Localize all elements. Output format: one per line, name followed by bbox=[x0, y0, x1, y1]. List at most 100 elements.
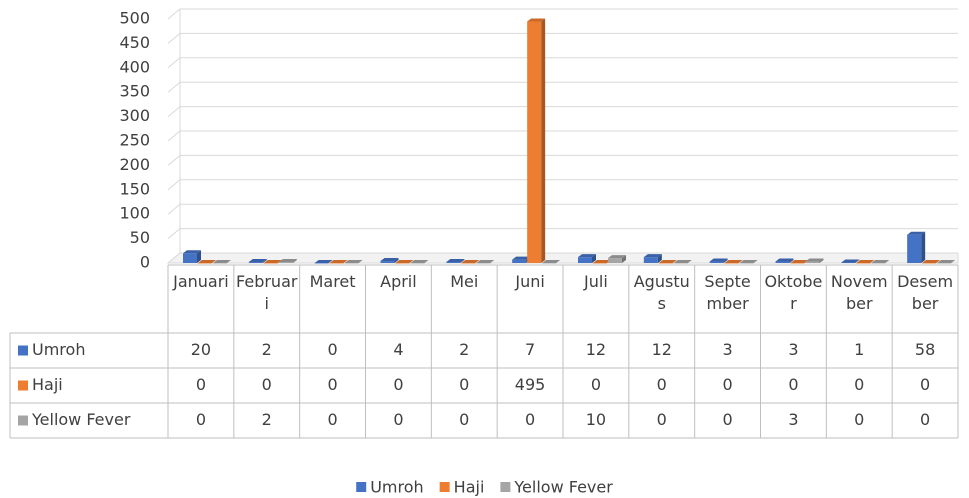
bar-front bbox=[380, 261, 395, 263]
bar bbox=[395, 260, 414, 264]
bar-front bbox=[183, 253, 197, 263]
grid-line bbox=[167, 130, 958, 142]
bar-front bbox=[578, 257, 592, 263]
table-legend-key bbox=[18, 345, 28, 356]
bar-side bbox=[394, 258, 399, 263]
bar-top bbox=[643, 254, 662, 258]
bar-top bbox=[593, 260, 611, 263]
y-tick-label: 150 bbox=[119, 179, 150, 198]
x-tick-label: Desember bbox=[897, 272, 954, 313]
bar-front bbox=[263, 263, 278, 264]
bar-front bbox=[593, 263, 607, 264]
bar-side bbox=[855, 259, 860, 263]
bar bbox=[907, 231, 926, 263]
bar-top bbox=[512, 256, 531, 260]
grid-line bbox=[167, 203, 958, 215]
bar-front bbox=[344, 263, 359, 264]
bar-front bbox=[922, 263, 937, 264]
bar-front bbox=[248, 262, 263, 263]
bar-front bbox=[329, 263, 344, 264]
bar-top bbox=[805, 258, 824, 262]
table-series-name: Yellow Fever bbox=[31, 410, 131, 429]
table-value: 495 bbox=[515, 375, 546, 394]
x-tick-label: Juli bbox=[584, 272, 608, 291]
table-series-name: Haji bbox=[32, 375, 63, 394]
bar bbox=[527, 18, 546, 263]
table-value: 7 bbox=[525, 340, 535, 359]
bar-front bbox=[643, 257, 658, 263]
table-value: 0 bbox=[657, 375, 667, 394]
bar bbox=[937, 260, 956, 264]
bar-side bbox=[622, 255, 626, 263]
bar bbox=[790, 260, 809, 264]
grid-line bbox=[167, 81, 958, 93]
bar-top bbox=[542, 260, 561, 263]
bar-side bbox=[921, 231, 926, 263]
grid-line bbox=[167, 106, 958, 117]
table-value: 0 bbox=[722, 410, 732, 429]
bar-top bbox=[314, 260, 333, 263]
bar bbox=[542, 260, 561, 264]
table-value: 0 bbox=[459, 375, 469, 394]
bar-front bbox=[198, 263, 212, 264]
bar bbox=[608, 255, 626, 263]
bar-front bbox=[937, 263, 952, 264]
bar-front bbox=[527, 21, 542, 263]
bar-front bbox=[856, 263, 871, 264]
legend-key bbox=[356, 482, 367, 492]
bar-top bbox=[841, 259, 860, 263]
bar-top bbox=[410, 260, 429, 263]
bar bbox=[724, 260, 743, 264]
bar-front bbox=[658, 263, 673, 264]
table-value: 0 bbox=[854, 375, 864, 394]
table-value: 2 bbox=[459, 340, 469, 359]
bar-top bbox=[198, 260, 216, 263]
y-tick-label: 200 bbox=[119, 155, 150, 174]
table-value: 3 bbox=[788, 410, 798, 429]
y-tick-label: 400 bbox=[119, 57, 150, 76]
table-value: 12 bbox=[652, 340, 672, 359]
table-value: 0 bbox=[262, 375, 272, 394]
table-value: 3 bbox=[722, 340, 732, 359]
y-tick-label: 100 bbox=[119, 204, 150, 223]
bar-top bbox=[658, 260, 677, 263]
grid-line bbox=[167, 8, 958, 20]
bar-front bbox=[673, 263, 688, 264]
bar-front bbox=[841, 262, 856, 264]
table-value: 0 bbox=[722, 375, 732, 394]
bar-side bbox=[292, 259, 297, 263]
y-tick-label: 300 bbox=[119, 106, 150, 125]
category-cell: September bbox=[704, 272, 751, 313]
table-value: 0 bbox=[788, 375, 798, 394]
bar bbox=[871, 260, 890, 264]
bar bbox=[410, 260, 429, 264]
legend-label: Haji bbox=[454, 478, 485, 497]
bar-side bbox=[657, 254, 662, 263]
bar-top bbox=[922, 260, 941, 263]
bar-front bbox=[410, 263, 425, 264]
bar-side bbox=[541, 18, 546, 263]
bar-top bbox=[248, 259, 267, 263]
category-cell: Mei bbox=[450, 272, 478, 291]
category-cell: Oktober bbox=[764, 272, 822, 313]
table-value: 0 bbox=[591, 375, 601, 394]
bar-side bbox=[197, 250, 201, 263]
legend-label: Umroh bbox=[370, 478, 423, 497]
bar-front bbox=[278, 262, 293, 263]
bar bbox=[380, 258, 399, 263]
table-value: 0 bbox=[459, 410, 469, 429]
bar-side bbox=[460, 259, 465, 263]
category-cell: Desember bbox=[897, 272, 954, 313]
bar bbox=[709, 258, 728, 263]
bar-top bbox=[937, 260, 956, 263]
grid-line bbox=[167, 57, 958, 69]
bar-front bbox=[724, 263, 739, 264]
x-tick-label: September bbox=[704, 272, 751, 313]
table-value: 0 bbox=[327, 410, 337, 429]
bar-top bbox=[278, 259, 297, 263]
bar bbox=[922, 260, 941, 264]
bar-side bbox=[592, 254, 596, 263]
table-value: 58 bbox=[915, 340, 935, 359]
bar bbox=[446, 259, 465, 263]
